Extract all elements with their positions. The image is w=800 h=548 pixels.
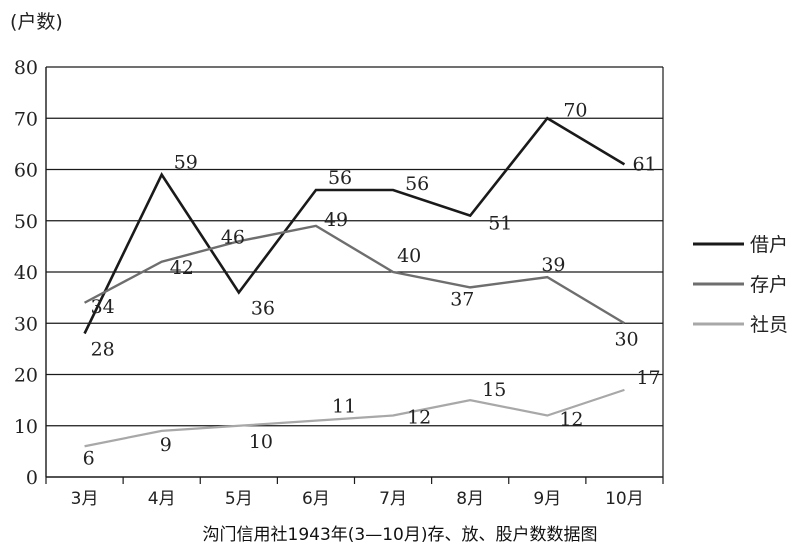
x-tick-label: 7月 (379, 489, 407, 509)
legend-label: 借户 (750, 234, 788, 256)
data-label: 30 (614, 328, 638, 350)
y-tick-label: 10 (14, 416, 38, 438)
y-tick-label: 60 (14, 160, 38, 182)
data-label: 42 (170, 257, 194, 279)
y-tick-label: 40 (14, 262, 38, 284)
data-label: 34 (91, 296, 115, 318)
data-label: 9 (160, 434, 172, 456)
data-label: 11 (332, 396, 356, 418)
series-line-1 (83, 224, 626, 325)
y-axis-unit-label: (户数) (10, 11, 63, 33)
chart-caption: 沟门信用社1943年(3—10月)存、放、股户数数据图 (203, 525, 598, 545)
x-tick-label: 4月 (148, 489, 176, 509)
data-label: 12 (559, 409, 583, 431)
legend-label: 存户 (750, 274, 788, 296)
y-tick-label: 20 (14, 365, 38, 387)
data-label: 40 (397, 245, 421, 267)
data-label: 56 (328, 167, 352, 189)
x-tick-label: 8月 (456, 489, 484, 509)
x-tick-label: 5月 (225, 489, 253, 509)
data-label: 39 (541, 254, 565, 276)
data-label: 36 (251, 298, 275, 320)
series-line-2 (84, 388, 625, 448)
data-label: 15 (482, 379, 506, 401)
data-label: 61 (632, 153, 656, 175)
data-label: 37 (450, 288, 474, 310)
data-labels: 28 59 36 56 56 51 70 61 34 42 46 49 40 37 39 30 6 9 10 11 12… (83, 99, 661, 469)
series-lines (83, 116, 626, 448)
gridlines (46, 66, 663, 427)
data-label: 12 (407, 407, 431, 429)
x-tick-label: 3月 (71, 489, 99, 509)
y-tick-labels: 0 10 20 30 40 50 60 70 80 (14, 57, 38, 489)
data-label: 56 (405, 173, 429, 195)
x-tick-label: 9月 (533, 489, 561, 509)
x-tick-label: 10月 (605, 489, 644, 509)
data-label: 6 (83, 447, 95, 469)
data-label: 51 (488, 213, 512, 235)
data-label: 49 (324, 209, 348, 231)
y-tick-label: 80 (14, 57, 38, 79)
y-tick-label: 70 (14, 108, 38, 130)
legend-label: 社员 (750, 314, 788, 336)
y-tick-label: 0 (26, 467, 38, 489)
x-tick-label: 6月 (302, 489, 330, 509)
y-tick-label: 30 (14, 313, 38, 335)
data-label: 28 (91, 339, 115, 361)
data-label: 17 (636, 367, 660, 389)
data-label: 70 (563, 99, 587, 121)
y-tick-label: 50 (14, 211, 38, 233)
data-label: 59 (174, 152, 198, 174)
x-tick-labels: 3月 4月 5月 6月 7月 8月 9月 10月 (71, 489, 644, 509)
data-label: 46 (221, 226, 245, 248)
axes (45, 67, 664, 484)
series-line-0 (83, 116, 626, 335)
data-label: 10 (249, 431, 273, 453)
